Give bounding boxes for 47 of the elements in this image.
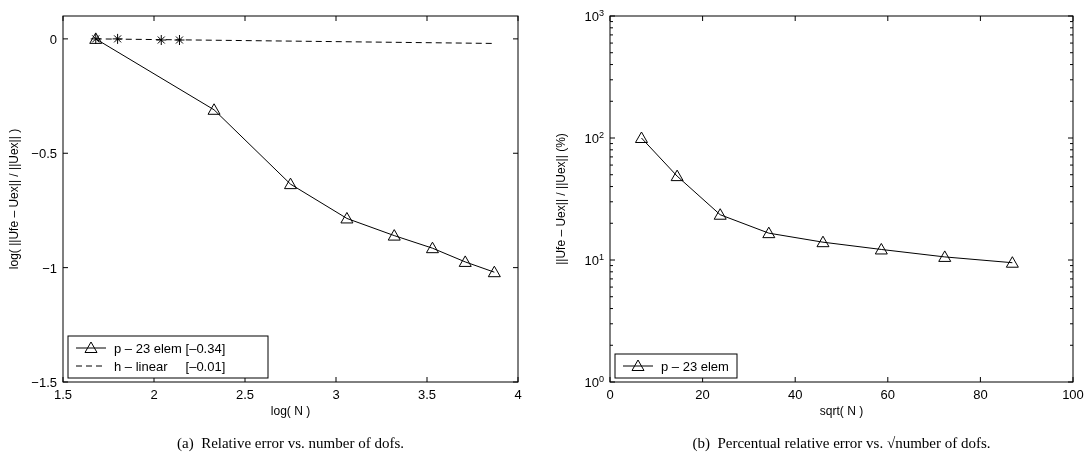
y-tick-label: 10$^{1}$ [584, 252, 604, 268]
point [112, 33, 124, 45]
x-tick-label: 100 [1062, 387, 1084, 402]
x-tick-label: 60 [880, 387, 896, 402]
y-axis-title: log( ||Ufe – Uex|| / ||Uex|| ) [7, 128, 21, 270]
point [207, 103, 221, 115]
text: (a) Relative error vs. number of dofs. [176, 435, 405, 452]
x-tick-label: 80 [973, 387, 988, 402]
y-tick-label: 10$^{2}$ [584, 130, 604, 146]
x-tick-label: 2.5 [235, 387, 255, 402]
legend-label: p – 23 elem [–0.34] [114, 341, 226, 356]
point [762, 226, 776, 239]
x-tick-label: 3 [332, 387, 340, 402]
point [173, 34, 185, 46]
point [387, 229, 401, 241]
point [340, 211, 354, 224]
y-tick-label: −1 [42, 260, 57, 276]
point [874, 242, 888, 255]
x-tick-label: 4 [514, 387, 522, 402]
point [155, 34, 167, 46]
x-tick-label: 40 [787, 387, 803, 402]
x-tick-label: 20 [695, 387, 710, 402]
y-tick-label: −0.5 [31, 146, 57, 162]
x-tick-label: 3.5 [417, 387, 437, 402]
x-axis-title: sqrt( N ) [819, 404, 864, 418]
legend-label: p – 23 elem [661, 359, 729, 374]
x-tick-label: 1.5 [53, 387, 73, 402]
y-tick-label: −1.5 [31, 375, 57, 390]
point [458, 255, 472, 267]
y-axis-title: ||Ufe – Uex|| / ||Uex|| (%) [554, 133, 568, 265]
point [634, 131, 648, 143]
x-axis-title: log( N ) [270, 404, 311, 418]
point [670, 169, 684, 182]
legend-label: h – linear [–0.01] [114, 359, 226, 374]
x-tick-label: 2 [150, 387, 158, 402]
point [938, 250, 952, 262]
point [1005, 256, 1019, 268]
y-tick-label: 10$^{3}$ [584, 8, 604, 24]
point [284, 177, 297, 190]
point [816, 235, 830, 248]
y-tick-label: 0 [49, 31, 57, 47]
point [425, 241, 439, 254]
point [713, 208, 727, 220]
y-tick-label: 10$^{0}$ [584, 374, 604, 390]
x-tick-label: 0 [606, 387, 614, 402]
text: (b) Percentual relative error vs. √number of dofs. [692, 435, 991, 452]
point [487, 265, 501, 278]
